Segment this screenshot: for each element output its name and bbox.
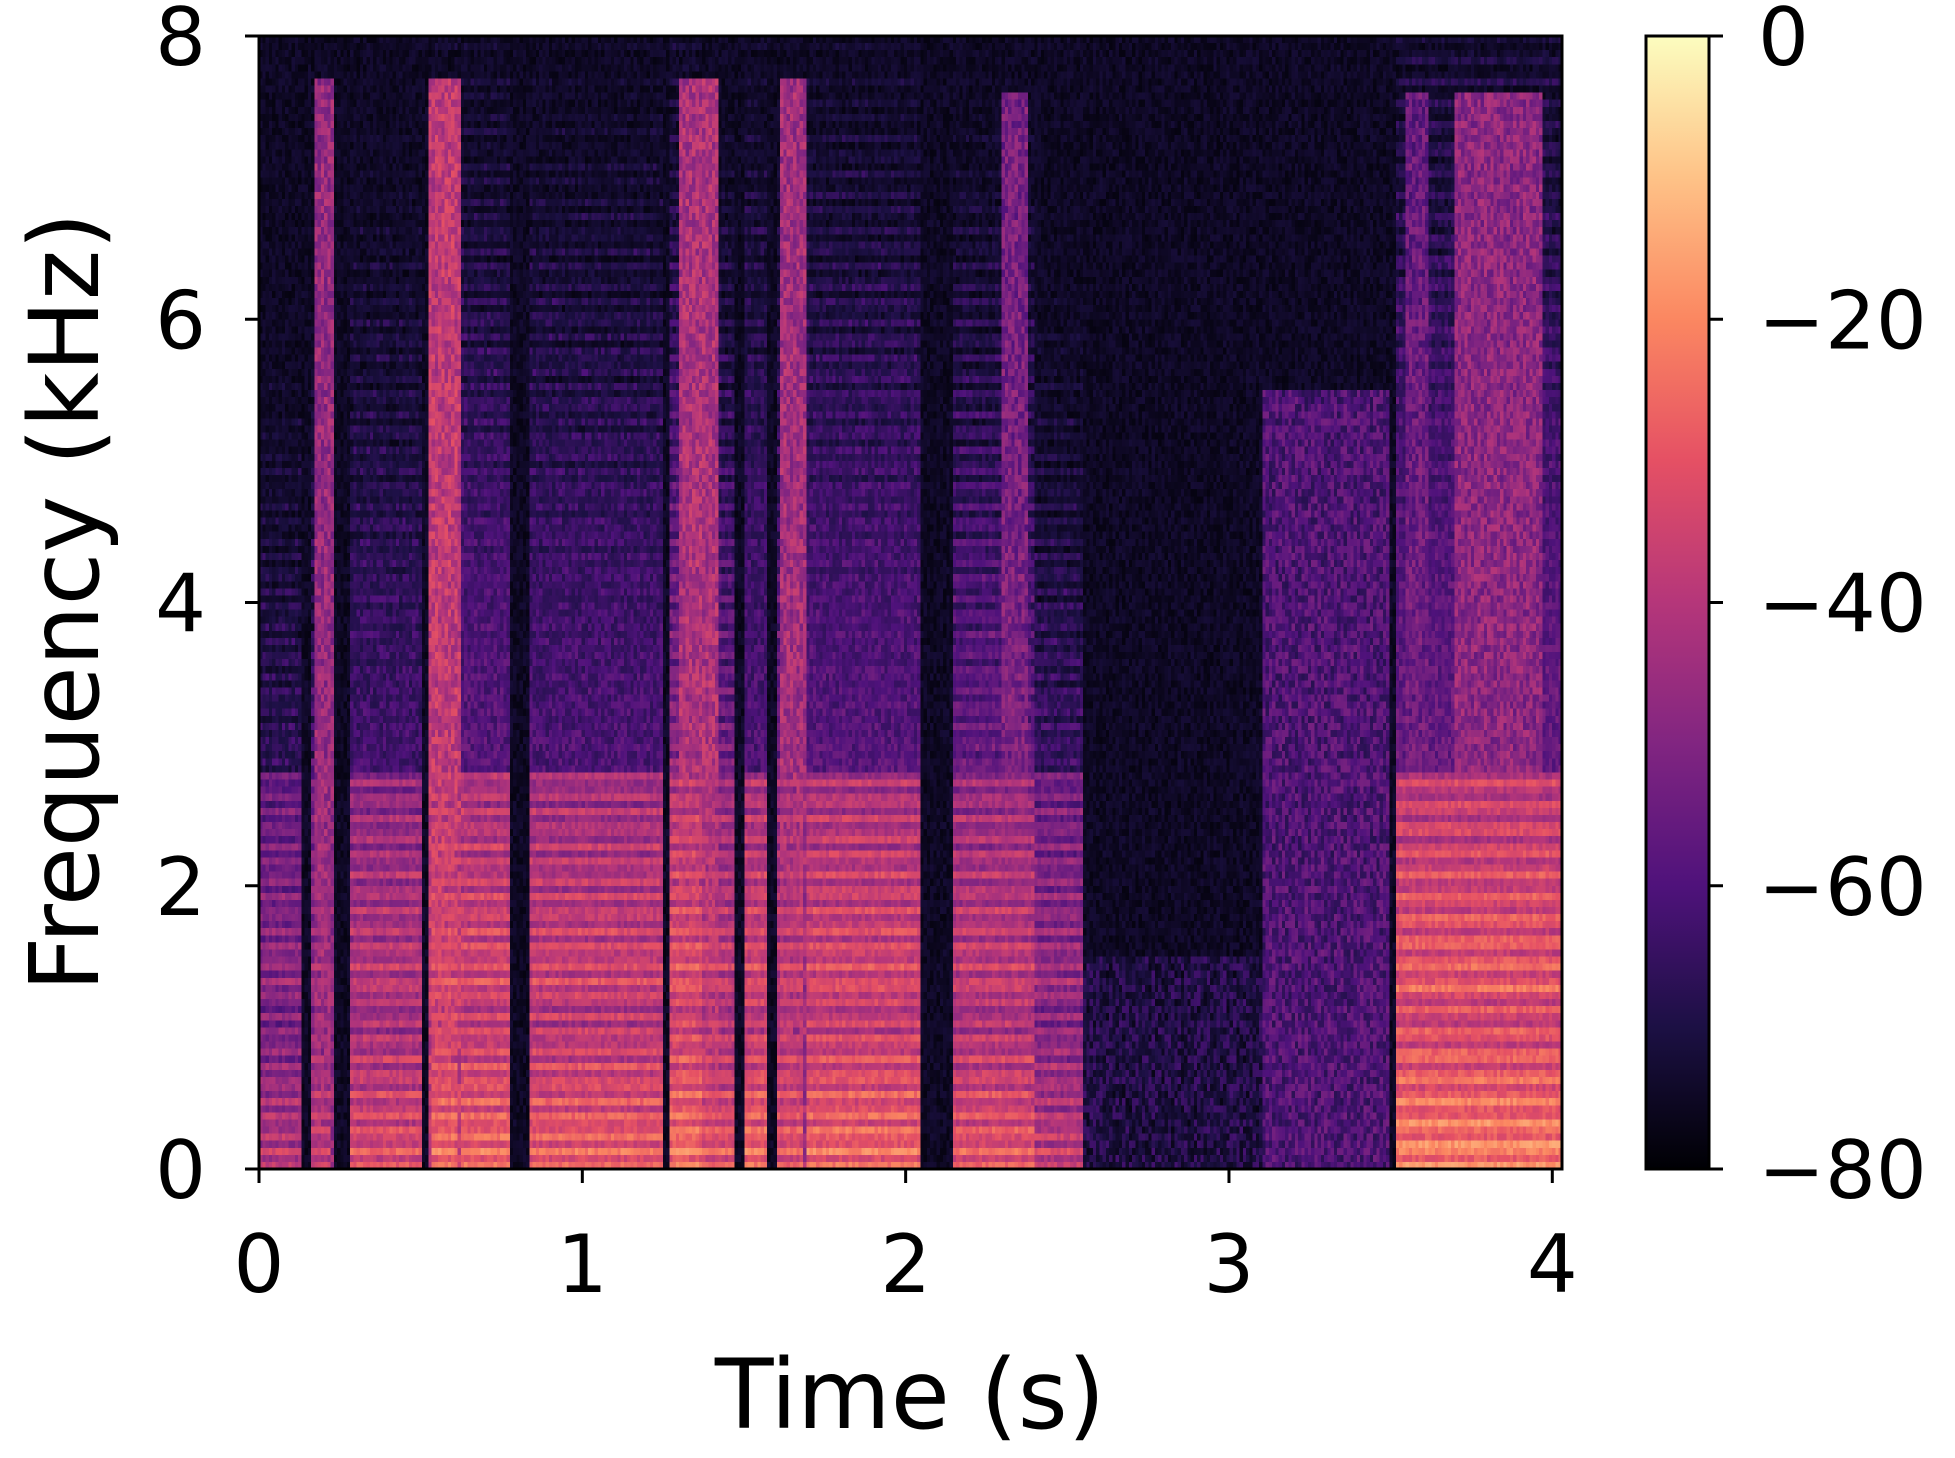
- x-tick-label: 4: [1527, 1218, 1578, 1311]
- colorbar-tick-label: 0: [1758, 0, 1809, 84]
- x-tick-label: 3: [1204, 1218, 1255, 1311]
- x-tick-label: 2: [880, 1218, 931, 1311]
- y-tick-label: 8: [155, 0, 206, 84]
- colorbar-tick-label: −60: [1758, 841, 1927, 934]
- y-tick-label: 4: [155, 558, 206, 651]
- y-tick-label: 2: [155, 841, 206, 934]
- colorbar-axis: 0 −20 −40 −60 −80: [1709, 0, 1927, 1217]
- colorbar-tick-label: −40: [1758, 558, 1927, 651]
- spectrogram-image: [259, 36, 1562, 1169]
- x-axis: 0 1 2 3 4: [234, 1169, 1578, 1311]
- y-tick-label: 6: [155, 274, 206, 367]
- colorbar-tick-label: −20: [1758, 274, 1927, 367]
- colorbar: [1646, 36, 1709, 1169]
- y-axis-label: Frequency (kHz): [9, 212, 121, 992]
- x-tick-label: 0: [234, 1218, 285, 1311]
- spectrogram-plot-area: [259, 36, 1562, 1169]
- x-tick-label: 1: [557, 1218, 608, 1311]
- colorbar-tick-label: −80: [1758, 1124, 1927, 1217]
- y-tick-label: 0: [155, 1124, 206, 1217]
- x-axis-label: Time (s): [714, 1339, 1105, 1451]
- y-axis: 0 2 4 6 8: [155, 0, 259, 1217]
